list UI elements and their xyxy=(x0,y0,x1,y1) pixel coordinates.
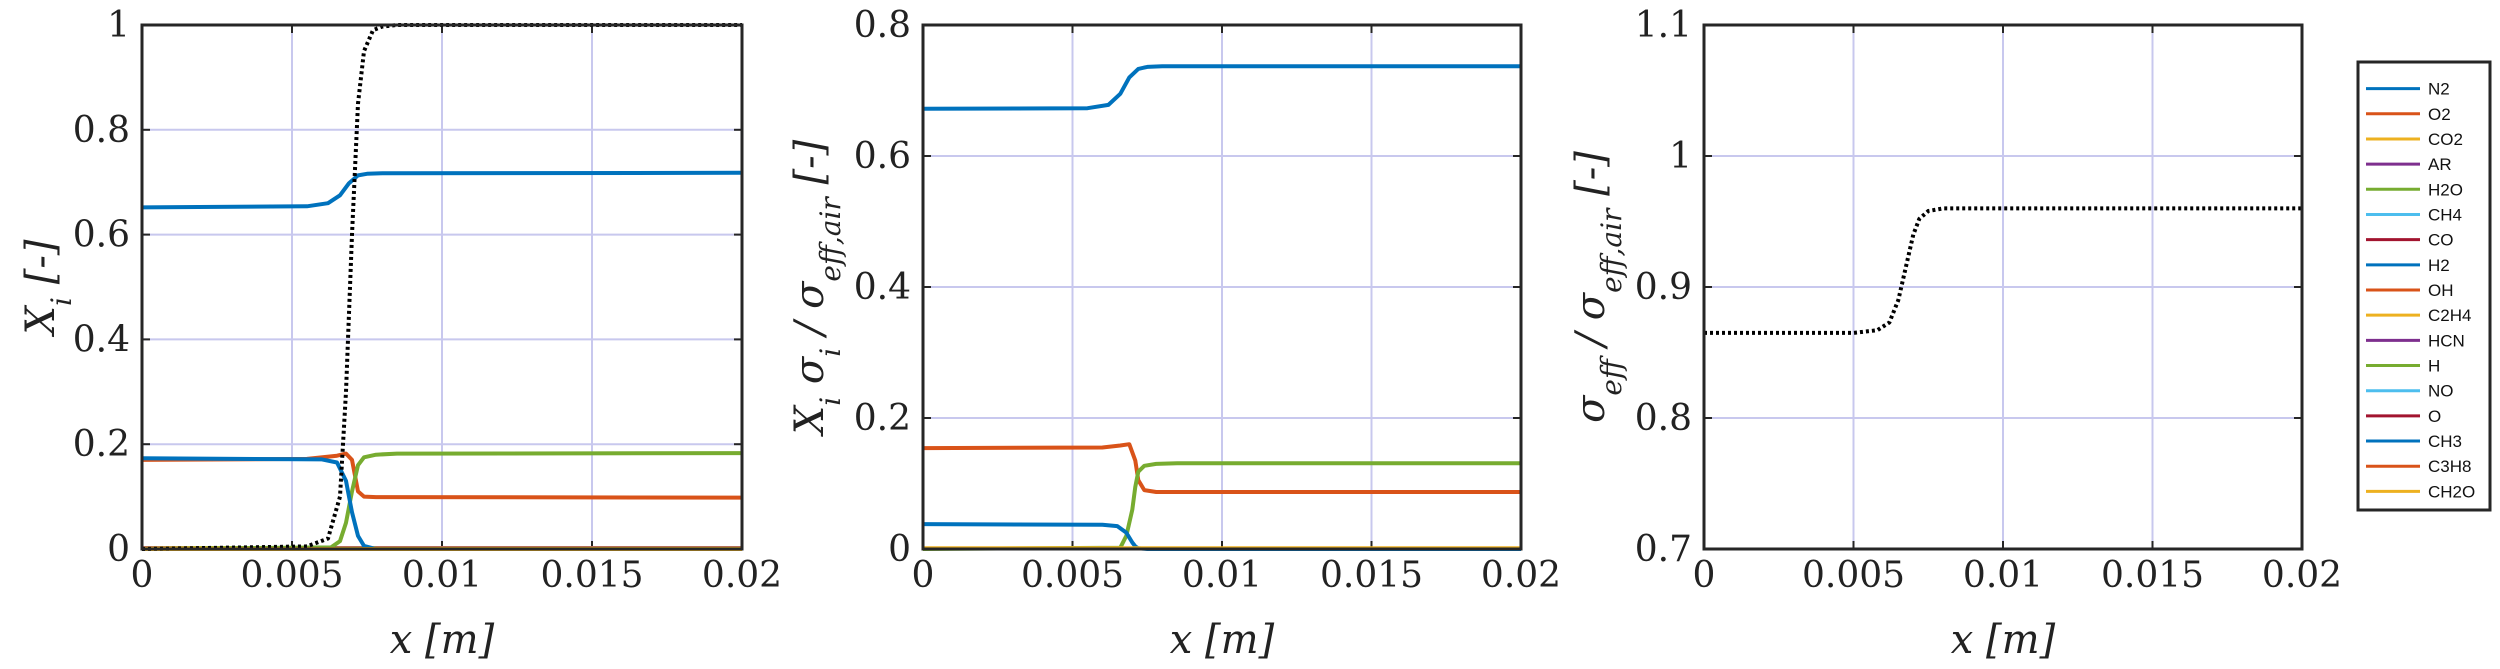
y-tick-label: 0 xyxy=(107,529,130,570)
x-tick-label: 0.015 xyxy=(1320,555,1423,596)
legend-label: C2H4 xyxy=(2428,306,2471,325)
legend-entry: CH3 xyxy=(2366,432,2462,451)
x-tick-label: 0.015 xyxy=(540,555,643,596)
y-tick-label: 0.7 xyxy=(1635,529,1692,570)
chart-panel-2: 0 0.005 0.01 0.015 0.02 0 0.2 0.4 0.6 0.8 x [m] Xi … xyxy=(787,5,1561,663)
legend-label: CH4 xyxy=(2428,205,2462,224)
x-tick-label: 0 xyxy=(131,555,154,596)
series-line-o2 xyxy=(142,451,742,500)
legend-entry: CO2 xyxy=(2366,130,2463,149)
legend-label: CO xyxy=(2428,231,2454,250)
x-tick-label: 0.005 xyxy=(1802,555,1905,596)
y-tick-label: 1.1 xyxy=(1635,5,1692,46)
legend-label: CH3 xyxy=(2428,432,2462,451)
legend-entry: H2 xyxy=(2366,256,2450,275)
x-axis-label: x [m] xyxy=(1951,617,2056,663)
x-tick-label: 0.005 xyxy=(1021,555,1124,596)
x-tick-label: 0.02 xyxy=(702,555,782,596)
legend-label: OH xyxy=(2428,281,2454,300)
x-tick-label: 0.01 xyxy=(402,555,482,596)
legend-box xyxy=(2356,60,2492,512)
y-tick-label: 0.6 xyxy=(854,136,911,177)
legend-label: H2 xyxy=(2428,256,2450,275)
y-axis-label: Xi σi / σeff,air [-] xyxy=(787,139,847,437)
legend-label: NO xyxy=(2428,382,2454,401)
legend-label: CO2 xyxy=(2428,130,2463,149)
y-tick-label: 0.8 xyxy=(73,110,130,151)
legend-label: CH2O xyxy=(2428,482,2475,501)
legend-entry: CO xyxy=(2366,231,2454,250)
x-tick-label: 0.01 xyxy=(1182,555,1262,596)
x-tick-label: 0.02 xyxy=(1481,555,1561,596)
axes-frame xyxy=(921,23,1523,551)
y-axis-label: Xi [-] xyxy=(18,239,78,337)
legend-entry: NO xyxy=(2366,382,2454,401)
series-line-h2o xyxy=(923,461,1521,551)
y-tick-label: 0.9 xyxy=(1635,267,1692,308)
legend-entry: HCN xyxy=(2366,331,2465,350)
y-axis-label: σeff / σeff,air [-] xyxy=(1568,151,1628,423)
legend-label: N2 xyxy=(2428,80,2450,99)
x-tick-label: 0.005 xyxy=(240,555,343,596)
legend-entry: C3H8 xyxy=(2366,457,2471,476)
x-tick-label: 0 xyxy=(1693,555,1716,596)
axes-frame xyxy=(140,23,744,551)
x-axis-label: x [m] xyxy=(1170,617,1275,663)
axes-frame xyxy=(1702,23,2304,551)
y-tick-label: 0.4 xyxy=(73,319,130,360)
y-tick-label: 0.8 xyxy=(1635,398,1692,439)
legend-label: HCN xyxy=(2428,331,2465,350)
legend-entry: C2H4 xyxy=(2366,306,2471,325)
y-tick-label: 0.6 xyxy=(73,215,130,256)
y-tick-label: 0 xyxy=(888,529,911,570)
legend-label: H2O xyxy=(2428,180,2463,199)
y-tick-label: 0.4 xyxy=(854,267,911,308)
legend-label: O2 xyxy=(2428,105,2451,124)
legend-label: H xyxy=(2428,357,2440,376)
chart-panel-3: 0 0.005 0.01 0.015 0.02 0.7 0.8 0.9 1 1.1 x [m] σef… xyxy=(1568,5,2342,663)
y-tick-label: 0.2 xyxy=(854,398,911,439)
legend-label: O xyxy=(2428,407,2441,426)
y-tick-label: 1 xyxy=(1669,136,1692,177)
legend-entry: O xyxy=(2366,407,2441,426)
x-tick-label: 0.01 xyxy=(1963,555,2043,596)
series-line-o2 xyxy=(923,442,1521,494)
series-line-h2o xyxy=(142,451,742,551)
series-line-n2 xyxy=(142,170,742,210)
y-tick-label: 0.8 xyxy=(854,5,911,46)
legend-entry: N2 xyxy=(2366,80,2450,99)
legend-entry: H xyxy=(2366,357,2440,376)
legend-entry: CH2O xyxy=(2366,482,2475,501)
legend-entry: AR xyxy=(2366,155,2452,174)
legend-entry: CH4 xyxy=(2366,205,2462,224)
x-tick-label: 0.015 xyxy=(2101,555,2204,596)
series-line-total xyxy=(1704,206,2302,335)
legend-entry: H2O xyxy=(2366,180,2463,199)
chart-panels: 0 0.005 0.01 0.015 0.02 0 0.2 0.4 0.6 0.8 1 x [m] Xi… xyxy=(18,5,2342,663)
legend-label: C3H8 xyxy=(2428,457,2471,476)
y-tick-label: 0.2 xyxy=(73,424,130,465)
x-tick-label: 0.02 xyxy=(2262,555,2342,596)
y-tick-label: 1 xyxy=(107,5,130,46)
series-group xyxy=(1704,206,2302,335)
x-axis-label: x [m] xyxy=(390,617,495,663)
legend: N2 O2 CO2 AR H2O CH4 CO H2 OH C2H4 HCN H NO O CH3 C3H8 C… xyxy=(2356,60,2492,512)
legend-entry: O2 xyxy=(2366,105,2451,124)
series-line-total xyxy=(142,23,742,551)
chart-panel-1: 0 0.005 0.01 0.015 0.02 0 0.2 0.4 0.6 0.8 1 x [m] Xi… xyxy=(18,5,782,663)
x-tick-label: 0 xyxy=(912,555,935,596)
legend-label: AR xyxy=(2428,155,2452,174)
legend-entry: OH xyxy=(2366,281,2454,300)
series-line-n2 xyxy=(923,64,1521,111)
